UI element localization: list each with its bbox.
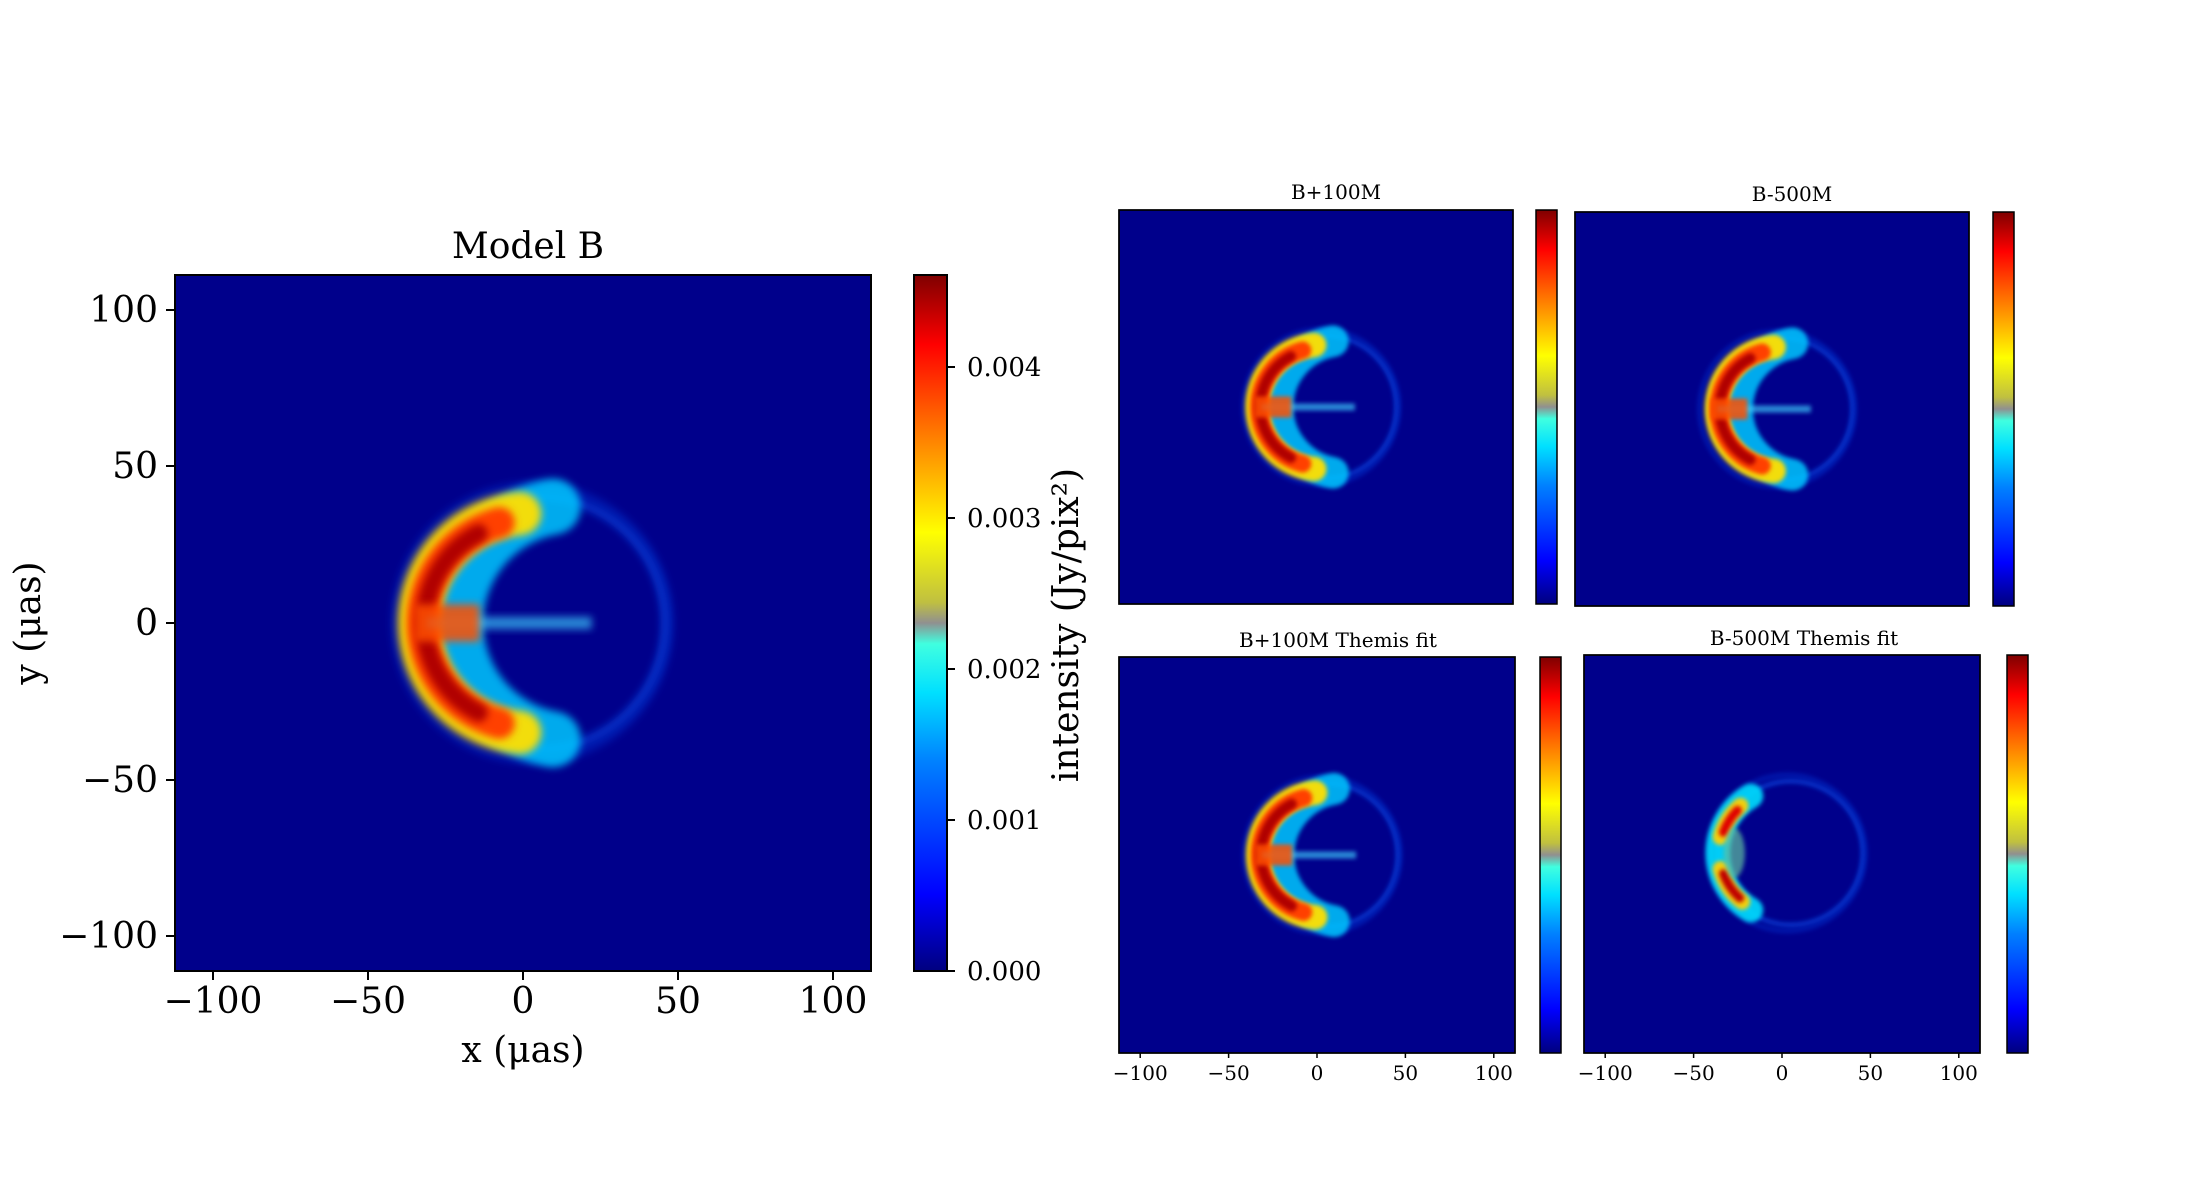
small-x-tick-label: −50: [1207, 1061, 1249, 1085]
small-x-tick-label: 50: [1858, 1061, 1883, 1085]
crescent-core: [1723, 828, 1745, 878]
main-heatmap-layer: [390, 478, 674, 768]
small-heatmap-layer: [1241, 325, 1402, 489]
main-x-axis-label: x (μas): [461, 1030, 584, 1071]
main-colorbar: [913, 274, 948, 972]
small-panel-b-plus-100m-themis: B+100M Themis fit −100 −50 0 50 100: [1113, 628, 1562, 1085]
main-y-ticks: 100 50 0 −50 −100: [59, 290, 175, 957]
crescent-arc: [1719, 805, 1742, 837]
small-title: B+100M: [1291, 180, 1381, 204]
colorbar-tick-label: 0.002: [967, 655, 1041, 685]
small-heatmap-layer: [1697, 327, 1858, 491]
small-panel-b-plus-100m: B+100M: [1118, 180, 1558, 605]
small-panel-b-minus-500m-themis: B-500M Themis fit −100 −50 0 50 100: [1578, 626, 2029, 1085]
main-x-tick-label: 50: [655, 981, 701, 1022]
main-x-ticks: −100 −50 0 50 100: [164, 971, 868, 1022]
main-x-tick-label: −50: [330, 981, 406, 1022]
streak: [1261, 403, 1355, 411]
crescent-core: [1255, 844, 1293, 866]
main-x-tick-label: −100: [164, 981, 263, 1022]
main-colorbar-ticks: 0.000 0.001 0.002 0.003 0.004: [947, 353, 1041, 987]
main-y-tick-label: 100: [89, 290, 158, 331]
main-title: Model B: [452, 226, 604, 267]
small-plot-frame: [1118, 209, 1514, 605]
small-x-tick-label: 100: [1475, 1061, 1513, 1085]
colorbar-label-text: intensity (Jy/pix²): [1046, 468, 1087, 782]
small-plot-frame: [1574, 211, 1970, 607]
crescent-core: [1254, 396, 1292, 418]
main-y-tick-label: −50: [82, 760, 158, 801]
crescent-core: [414, 604, 480, 642]
small-x-ticks: −100 −50 0 50 100: [1578, 1053, 1978, 1085]
main-x-tick-label: 100: [799, 981, 868, 1022]
main-x-tick-label: 0: [512, 981, 535, 1022]
small-colorbar: [1992, 211, 2015, 607]
main-y-axis-label: y (μas): [8, 561, 49, 685]
crescent-core: [1710, 398, 1748, 420]
small-title: B+100M Themis fit: [1239, 628, 1437, 652]
small-plot-area: [1583, 654, 1981, 1054]
streak: [1717, 405, 1811, 413]
small-heatmap-layer: [1705, 772, 1868, 934]
small-x-tick-label: 0: [1311, 1061, 1324, 1085]
shared-colorbar-label: intensity (Jy/pix²): [1046, 468, 1087, 782]
small-heatmap-layer: [1241, 772, 1403, 938]
small-x-tick-label: 100: [1940, 1061, 1978, 1085]
streak: [1262, 851, 1357, 859]
small-colorbar: [1539, 656, 1562, 1054]
small-x-tick-label: −100: [1113, 1061, 1168, 1085]
small-title: B-500M: [1752, 182, 1832, 206]
colorbar-tick-label: 0.001: [967, 806, 1041, 836]
small-x-tick-label: 0: [1776, 1061, 1789, 1085]
main-panel: Model B −100 −50 0 50 100 100 50 0: [8, 226, 1041, 1071]
colorbar-tick-label: 0.003: [967, 504, 1041, 534]
main-y-tick-label: 0: [135, 603, 158, 644]
small-title: B-500M Themis fit: [1710, 626, 1898, 650]
small-colorbar: [2006, 654, 2029, 1054]
colorbar-tick-label: 0.004: [967, 353, 1041, 383]
main-y-tick-label: 50: [112, 446, 158, 487]
colorbar-tick-label: 0.000: [967, 957, 1041, 987]
small-panel-b-minus-500m: B-500M: [1574, 182, 2015, 607]
main-y-tick-label: −100: [59, 916, 158, 957]
small-x-ticks: −100 −50 0 50 100: [1113, 1053, 1513, 1085]
small-x-tick-label: −100: [1578, 1061, 1633, 1085]
small-colorbar: [1535, 209, 1558, 605]
small-x-tick-label: 50: [1393, 1061, 1418, 1085]
small-x-tick-label: −50: [1672, 1061, 1714, 1085]
crescent-arc: [1719, 869, 1745, 903]
